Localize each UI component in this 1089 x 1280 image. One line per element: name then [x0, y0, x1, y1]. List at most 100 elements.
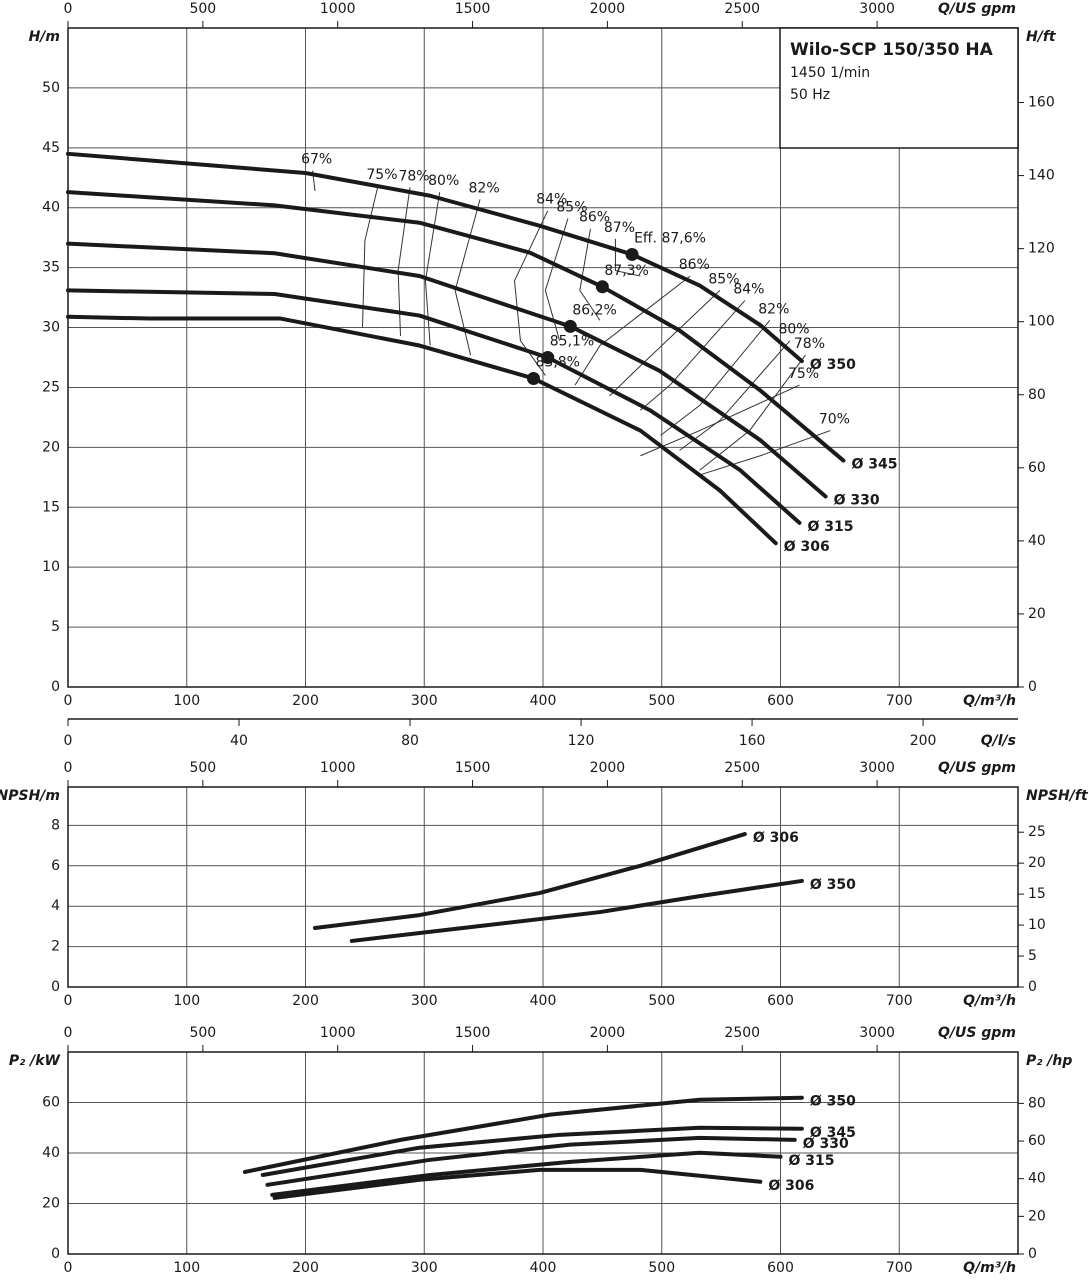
x-tick-label: 200	[292, 993, 319, 1009]
y2-tick-label: 40	[1028, 1171, 1046, 1187]
curve	[260, 1125, 804, 1177]
y-axis-label: H/m	[29, 29, 60, 45]
efficiency-contour	[640, 300, 746, 411]
efficiency-label: 86%	[579, 210, 610, 226]
x-tick-label: 500	[648, 993, 675, 1009]
efficiency-contour	[362, 186, 379, 328]
y-tick-label: 8	[51, 817, 60, 833]
x2-axis-label: Q/US gpm	[938, 1025, 1016, 1041]
curve	[349, 878, 804, 943]
x-tick-label: 0	[64, 993, 73, 1009]
best-efficiency-point	[527, 371, 540, 385]
y2-tick-label: 80	[1028, 1095, 1046, 1111]
y-tick-label: 2	[51, 939, 60, 955]
x-tick-label: 400	[530, 1260, 557, 1276]
y2-axis-label: P₂ /hp	[1026, 1053, 1072, 1069]
x-tick-label: 400	[530, 993, 557, 1009]
curve	[313, 832, 747, 931]
x-tick-label: 600	[767, 993, 794, 1009]
x3-tick-label: 0	[64, 733, 73, 749]
y2-tick-label: 0	[1028, 1246, 1037, 1262]
curve-label: Ø 306	[753, 830, 799, 846]
curve-label: Ø 350	[810, 1094, 856, 1110]
x-tick-label: 100	[173, 693, 200, 709]
y2-tick-label: 60	[1028, 1133, 1046, 1149]
x3-tick-label: 200	[910, 733, 937, 749]
x-tick-label: 700	[886, 693, 913, 709]
x2-tick-label: 3000	[859, 1, 895, 17]
plot-frame	[67, 1051, 1019, 1255]
y-tick-label: 40	[42, 1145, 60, 1161]
x-tick-label: 600	[767, 1260, 794, 1276]
x-tick-label: 200	[292, 693, 319, 709]
efficiency-label: 84%	[536, 192, 567, 208]
efficiency-label: 70%	[819, 412, 850, 428]
x2-axis-label: Q/US gpm	[938, 760, 1016, 776]
efficiency-label: 75%	[366, 167, 397, 183]
x2-tick-label: 500	[189, 1, 216, 17]
y-tick-label: 60	[42, 1095, 60, 1111]
x2-tick-label: 2500	[724, 760, 760, 776]
curve-label: Ø 330	[834, 492, 880, 508]
curve-label: Ø 345	[851, 457, 897, 473]
x3-tick-label: 120	[568, 733, 595, 749]
x-axis-label: Q/m³/h	[963, 993, 1016, 1009]
chart-title: Wilo-SCP 150/350 HA	[790, 40, 994, 60]
efficiency-label: 78%	[398, 168, 429, 184]
y-tick-label: 35	[42, 260, 60, 276]
x2-tick-label: 2500	[724, 1, 760, 17]
curve-label: Ø 330	[803, 1136, 849, 1152]
x-tick-label: 500	[648, 693, 675, 709]
y2-tick-label: 20	[1028, 1208, 1046, 1224]
curve-label: Ø 315	[808, 519, 854, 535]
x-tick-label: 700	[886, 1260, 913, 1276]
y-tick-label: 6	[51, 858, 60, 874]
efficiency-contour	[424, 192, 441, 346]
efficiency-label: 75%	[788, 366, 819, 382]
y2-axis-label: H/ft	[1026, 29, 1057, 45]
efficiency-label: 84%	[733, 282, 764, 298]
x2-tick-label: 2000	[590, 1025, 626, 1041]
best-efficiency-point	[563, 319, 577, 333]
y2-tick-label: 0	[1028, 979, 1037, 995]
x2-tick-label: 0	[64, 1025, 73, 1041]
curve-label: Ø 350	[810, 877, 856, 893]
x-tick-label: 100	[173, 993, 200, 1009]
efficiency-contour	[699, 430, 831, 476]
x2-tick-label: 0	[64, 760, 73, 776]
curve	[66, 151, 804, 364]
curve-label: Ø 306	[768, 1178, 814, 1194]
efficiency-label: 78%	[794, 336, 825, 352]
y-tick-label: 20	[42, 439, 60, 455]
y-tick-label: 0	[51, 979, 60, 995]
y-tick-label: 0	[51, 679, 60, 695]
curve	[242, 1095, 804, 1174]
x3-tick-label: 40	[230, 733, 248, 749]
y-tick-label: 20	[42, 1196, 60, 1212]
curve	[270, 1150, 783, 1197]
plot-frame	[67, 27, 1019, 688]
x2-tick-label: 1000	[320, 1, 356, 17]
y-tick-label: 5	[51, 619, 60, 635]
efficiency-contour	[609, 290, 721, 397]
efficiency-label: 80%	[428, 173, 459, 189]
efficiency-contour	[579, 228, 601, 321]
x3-tick-label: 160	[739, 733, 766, 749]
efficiency-contour	[544, 218, 569, 341]
x2-tick-label: 2000	[590, 760, 626, 776]
best-efficiency-label: 87,3%	[604, 263, 648, 279]
x2-axis-label: Q/US gpm	[938, 1, 1016, 17]
x2-tick-label: 0	[64, 1, 73, 17]
y-axis-label: P₂ /kW	[9, 1053, 61, 1069]
curve	[66, 190, 846, 463]
x-tick-label: 0	[64, 1260, 73, 1276]
y2-tick-label: 15	[1028, 886, 1046, 902]
efficiency-label: 82%	[758, 301, 789, 317]
x-tick-label: 400	[530, 693, 557, 709]
annotation: 1450 1/min	[790, 65, 870, 81]
x-tick-label: 200	[292, 1260, 319, 1276]
y2-tick-label: 60	[1028, 460, 1046, 476]
y2-axis-label: NPSH/ft	[1026, 788, 1089, 804]
efficiency-label: 87%	[604, 220, 635, 236]
y-tick-label: 45	[42, 140, 60, 156]
